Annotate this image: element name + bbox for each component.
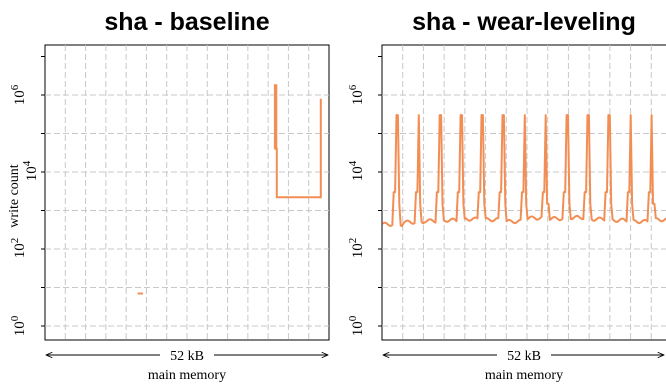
series-line-path — [382, 114, 666, 227]
svg-text:106: 106 — [347, 84, 366, 105]
y-tick-label: 102 — [9, 238, 28, 259]
span-label: 52 kB — [170, 349, 204, 364]
x-axis-label: main memory — [485, 368, 563, 383]
series-line — [137, 84, 322, 295]
svg-text:106: 106 — [9, 84, 28, 105]
chart-title: sha - baseline — [104, 8, 269, 36]
x-axis-label: main memory — [148, 368, 226, 383]
grid-lines — [382, 45, 666, 340]
y-tick-label: 106 — [9, 84, 28, 105]
chart-wear-leveling: sha - wear-leveling 100 102 104 106 52 k… — [347, 8, 666, 383]
svg-text:100: 100 — [9, 315, 28, 336]
svg-text:104: 104 — [347, 160, 366, 181]
y-tick-label: 100 — [347, 315, 366, 336]
svg-text:write count: write count — [7, 164, 22, 227]
grid-lines — [45, 45, 329, 340]
svg-text:102: 102 — [9, 238, 28, 259]
y-ticks — [41, 56, 45, 327]
span-label: 52 kB — [507, 349, 541, 364]
chart-title: sha - wear-leveling — [412, 8, 636, 36]
series-line — [382, 114, 666, 227]
chart-baseline: sha - baseline 100 102 104 106 write cou… — [7, 8, 330, 383]
y-ticks — [378, 56, 382, 327]
y-tick-label: 104 — [347, 160, 366, 181]
series-segment — [273, 84, 322, 199]
svg-text:102: 102 — [347, 238, 366, 259]
y-tick-label: 104 — [21, 160, 40, 181]
svg-text:100: 100 — [347, 315, 366, 336]
y-axis-label: write count — [7, 164, 22, 227]
y-tick-label: 102 — [347, 238, 366, 259]
y-tick-label: 100 — [9, 315, 28, 336]
y-tick-label: 106 — [347, 84, 366, 105]
svg-text:104: 104 — [21, 160, 40, 181]
